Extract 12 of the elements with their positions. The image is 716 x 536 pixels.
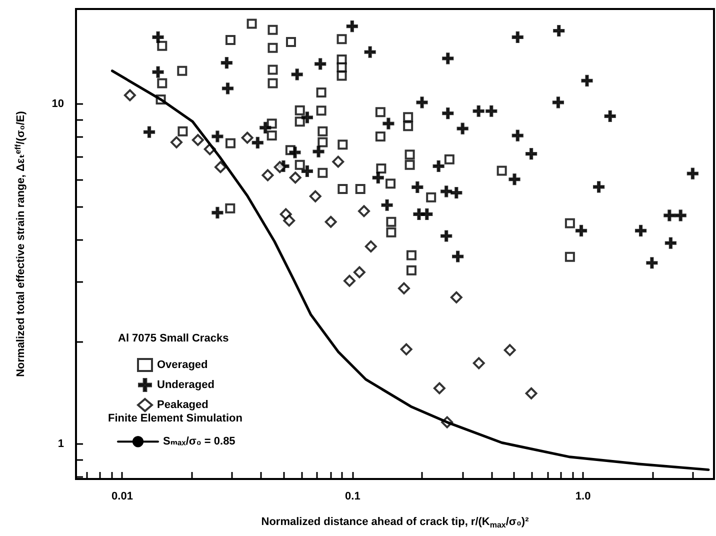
y-tick-label: 10 xyxy=(52,98,64,110)
legend-label: Peakaged xyxy=(157,399,208,411)
x-tick-label: 0.1 xyxy=(345,490,360,502)
x-tick-label: 0.01 xyxy=(112,490,133,502)
legend-label: Overaged xyxy=(157,359,208,371)
y-axis-title: Normalized total effective strain range, Δεₜeff/(σ₀/E) xyxy=(14,110,27,377)
legend-label: Underaged xyxy=(157,379,214,391)
y-tick-label: 1 xyxy=(58,438,64,450)
legend-title: Al 7075 Small Cracks xyxy=(118,332,229,344)
annotation: Finite Element Simulation xyxy=(108,412,243,424)
legend-label: Sₘₐₓ/σ₀ = 0.85 xyxy=(163,436,236,448)
x-tick-label: 1.0 xyxy=(575,490,591,502)
